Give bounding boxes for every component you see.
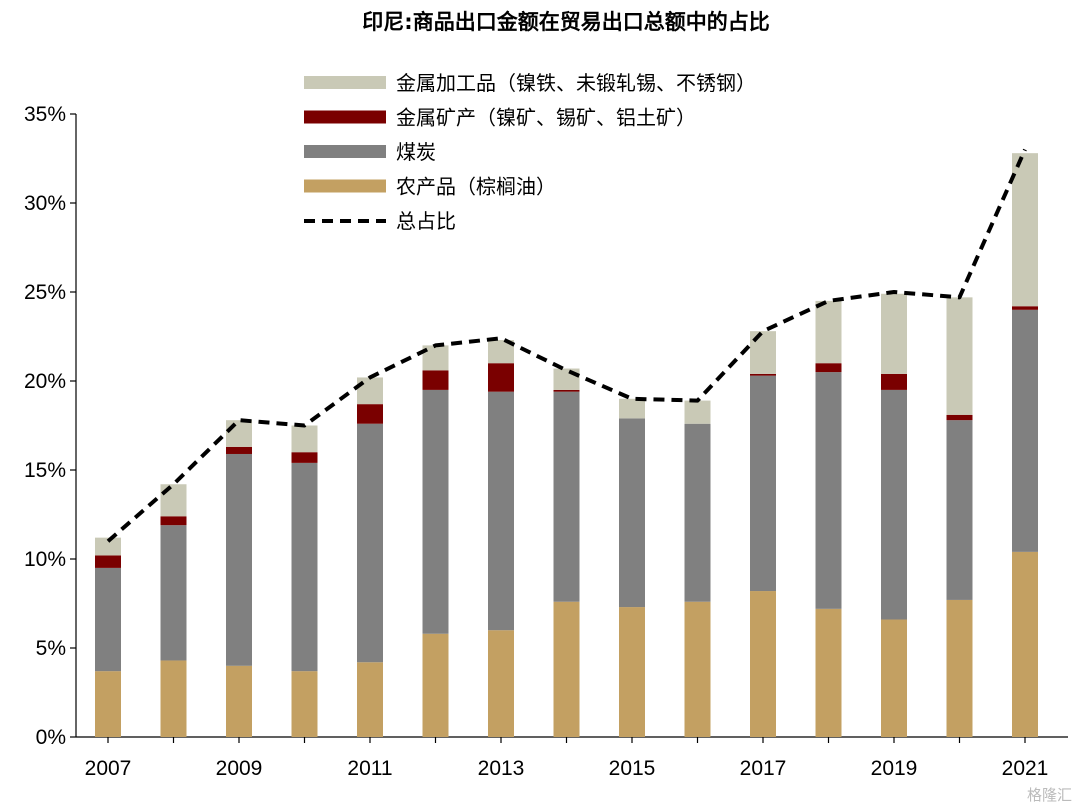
y-tick-label: 30% bbox=[24, 192, 66, 215]
x-tick-label: 2015 bbox=[609, 757, 656, 780]
x-tick-label: 2007 bbox=[85, 757, 132, 780]
bar-segment-agri bbox=[815, 608, 842, 737]
legend-label: 金属加工品（镍铁、未锻轧锡、不锈钢） bbox=[396, 71, 756, 95]
bar-segment-ore bbox=[881, 373, 907, 390]
x-axis: 2007 2009 2011 2013 2015 2017 2019 2021 bbox=[76, 736, 1068, 780]
bar-segment-coal bbox=[160, 525, 187, 661]
bars bbox=[95, 153, 1038, 737]
bar-segment-metal bbox=[619, 398, 645, 419]
x-tick-label: 2017 bbox=[740, 757, 787, 780]
bar-segment-agri bbox=[226, 665, 252, 737]
bar-segment-agri bbox=[1012, 551, 1038, 737]
bar-segment-coal bbox=[357, 423, 383, 663]
bar-segment-coal bbox=[553, 391, 580, 602]
bar-segment-metal bbox=[553, 368, 580, 390]
bar-segment-agri bbox=[946, 599, 973, 737]
total-line bbox=[106, 148, 1027, 543]
legend-label: 煤炭 bbox=[396, 140, 436, 164]
bar-segment-metal bbox=[946, 297, 973, 415]
bar-segment-ore bbox=[95, 555, 121, 568]
x-tick-label: 2011 bbox=[347, 757, 392, 780]
bar-segment-ore bbox=[750, 373, 776, 376]
y-axis: 0% 5% 10% 15% 20% 25% 30% 35% bbox=[24, 103, 77, 749]
bar-segment-agri bbox=[95, 671, 121, 737]
bar-segment-coal bbox=[95, 567, 121, 672]
bar-segment-metal bbox=[684, 400, 711, 424]
bar-segment-metal bbox=[226, 420, 252, 447]
y-tick-label: 10% bbox=[24, 548, 66, 571]
legend-label: 农产品（棕榈油） bbox=[396, 175, 556, 199]
bar-segment-ore bbox=[160, 516, 187, 526]
legend-swatch bbox=[304, 110, 386, 124]
bar-segment-metal bbox=[160, 484, 187, 517]
chart-title: 印尼:商品出口金额在贸易出口总额中的占比 bbox=[362, 10, 769, 34]
bar-segment-metal bbox=[291, 425, 318, 453]
total-line-path bbox=[106, 148, 1027, 543]
y-tick-label: 20% bbox=[24, 370, 66, 393]
legend: 金属加工品（镍铁、未锻轧锡、不锈钢） 金属矿产（镍矿、锡矿、铝土矿） 煤炭农产品（棕… bbox=[304, 71, 756, 233]
bar-segment-metal bbox=[488, 340, 514, 364]
bar-segment-metal bbox=[750, 331, 776, 374]
bar-segment-agri bbox=[357, 662, 383, 737]
bar-segment-metal bbox=[1012, 153, 1038, 307]
watermark-text: 格隆汇 bbox=[1027, 786, 1072, 804]
bar-segment-coal bbox=[619, 418, 645, 608]
bar-segment-agri bbox=[160, 660, 187, 737]
bar-segment-agri bbox=[291, 671, 318, 737]
bar-segment-coal bbox=[422, 389, 449, 634]
legend-label: 总占比 bbox=[396, 209, 456, 233]
bar-segment-ore bbox=[946, 414, 973, 421]
x-tick-label: 2009 bbox=[216, 757, 263, 780]
bar-segment-agri bbox=[619, 607, 645, 737]
bar-segment-coal bbox=[815, 372, 842, 609]
legend-swatch bbox=[304, 179, 386, 193]
bar-segment-ore bbox=[1012, 306, 1038, 310]
x-tick-label: 2013 bbox=[478, 757, 525, 780]
bar-segment-coal bbox=[291, 462, 318, 672]
y-tick-label: 15% bbox=[24, 459, 66, 482]
bar-segment-coal bbox=[946, 420, 973, 600]
bar-segment-coal bbox=[881, 389, 907, 620]
y-tick-label: 35% bbox=[24, 103, 66, 126]
bar-segment-agri bbox=[881, 619, 907, 737]
bar-segment-coal bbox=[1012, 309, 1038, 552]
bar-segment-ore bbox=[422, 370, 449, 390]
bar-segment-metal bbox=[881, 293, 907, 374]
bar-segment-ore bbox=[488, 363, 514, 392]
bar-segment-metal bbox=[815, 300, 842, 364]
bar-segment-agri bbox=[684, 601, 711, 737]
bar-segment-ore bbox=[815, 363, 842, 373]
bar-segment-agri bbox=[422, 633, 449, 737]
bar-segment-agri bbox=[488, 630, 514, 737]
y-tick-label: 25% bbox=[24, 281, 66, 304]
bar-segment-coal bbox=[488, 391, 514, 631]
bar-segment-metal bbox=[357, 377, 383, 405]
legend-swatch bbox=[304, 76, 386, 89]
bar-segment-coal bbox=[226, 453, 252, 666]
bar-segment-metal bbox=[95, 537, 121, 556]
bar-segment-ore bbox=[291, 452, 318, 463]
legend-label: 金属矿产（镍矿、锡矿、铝土矿） bbox=[396, 106, 696, 130]
bar-segment-coal bbox=[684, 423, 711, 602]
bar-segment-coal bbox=[750, 375, 776, 592]
y-tick-label: 5% bbox=[36, 637, 66, 660]
y-tick-label: 0% bbox=[36, 726, 66, 749]
x-tick-label: 2019 bbox=[871, 757, 918, 780]
x-tick-label: 2021 bbox=[1002, 757, 1049, 780]
legend-swatch bbox=[304, 145, 386, 158]
bar-segment-ore bbox=[226, 446, 252, 454]
bar-segment-ore bbox=[553, 389, 580, 392]
bar-segment-agri bbox=[553, 601, 580, 737]
bar-segment-agri bbox=[750, 591, 776, 737]
bar-segment-ore bbox=[357, 404, 383, 424]
